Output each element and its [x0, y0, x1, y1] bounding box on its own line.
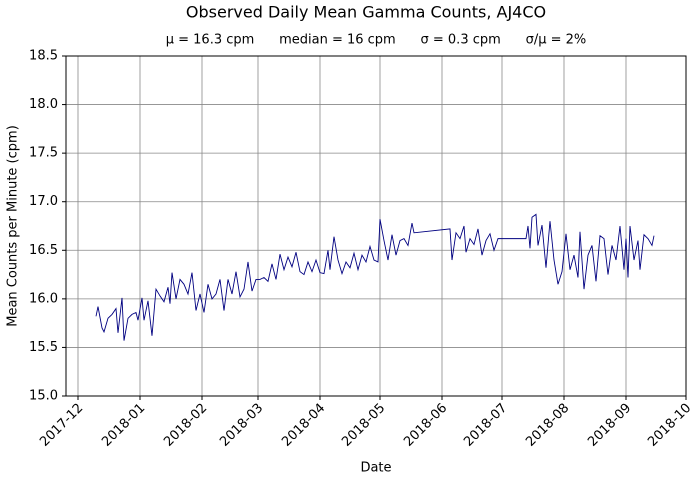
y-tick-label: 17.0 — [29, 194, 58, 209]
chart-subtitle: μ = 16.3 cpm median = 16 cpm σ = 0.3 cpm… — [166, 33, 587, 48]
y-tick-label: 18.0 — [29, 97, 58, 112]
y-tick-label: 16.5 — [29, 243, 58, 258]
y-tick-label: 18.5 — [29, 49, 58, 64]
y-tick-label: 15.5 — [29, 340, 58, 355]
plot-frame — [65, 55, 687, 397]
y-axis-label: Mean Counts per Minute (cpm) — [6, 125, 21, 327]
y-tick-label: 17.5 — [29, 146, 58, 161]
y-tick-label: 15.0 — [29, 389, 58, 404]
y-tick-label: 16.0 — [29, 291, 58, 306]
chart-title: Observed Daily Mean Gamma Counts, AJ4CO — [186, 3, 546, 22]
data-line — [95, 213, 655, 341]
x-axis-label: Date — [360, 461, 391, 476]
